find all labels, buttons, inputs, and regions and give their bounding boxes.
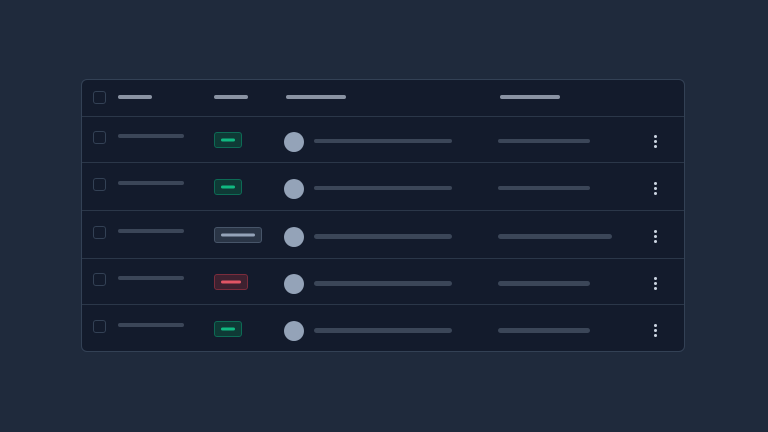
table-row[interactable]: [82, 258, 684, 305]
skeleton-text: [498, 281, 590, 286]
table-row[interactable]: [82, 304, 684, 351]
skeleton-text: [314, 234, 452, 239]
status-badge-success: [214, 132, 242, 148]
status-badge-neutral: [214, 227, 262, 243]
status-badge-success: [214, 321, 242, 337]
skeleton-text: [314, 186, 452, 190]
header-skeleton-user: [286, 95, 346, 99]
data-table: [81, 79, 685, 352]
table-row[interactable]: [82, 116, 684, 163]
avatar: [284, 321, 304, 341]
table-row[interactable]: [82, 162, 684, 211]
skeleton-text: [118, 229, 184, 233]
more-vertical-icon[interactable]: [654, 324, 657, 339]
select-all-checkbox[interactable]: [93, 91, 106, 104]
header-skeleton-status: [214, 95, 248, 99]
more-vertical-icon[interactable]: [654, 135, 657, 150]
avatar: [284, 274, 304, 294]
avatar: [284, 132, 304, 152]
more-vertical-icon[interactable]: [654, 277, 657, 292]
table-row[interactable]: [82, 210, 684, 259]
avatar: [284, 227, 304, 247]
table-header: [82, 80, 684, 116]
header-skeleton-col-4: [500, 95, 560, 99]
skeleton-text: [118, 181, 184, 185]
skeleton-text: [314, 328, 452, 333]
row-checkbox[interactable]: [93, 131, 106, 144]
avatar: [284, 179, 304, 199]
skeleton-text: [498, 234, 612, 239]
skeleton-text: [498, 328, 590, 333]
row-checkbox[interactable]: [93, 273, 106, 286]
status-badge-success: [214, 179, 242, 195]
skeleton-text: [314, 139, 452, 143]
row-checkbox[interactable]: [93, 178, 106, 191]
skeleton-text: [118, 134, 184, 138]
skeleton-text: [498, 186, 590, 190]
row-checkbox[interactable]: [93, 320, 106, 333]
header-skeleton-col-1: [118, 95, 152, 99]
skeleton-text: [314, 281, 452, 286]
skeleton-text: [118, 323, 184, 327]
more-vertical-icon[interactable]: [654, 230, 657, 245]
skeleton-text: [498, 139, 590, 143]
status-badge-danger: [214, 274, 248, 290]
more-vertical-icon[interactable]: [654, 182, 657, 197]
row-checkbox[interactable]: [93, 226, 106, 239]
skeleton-text: [118, 276, 184, 280]
